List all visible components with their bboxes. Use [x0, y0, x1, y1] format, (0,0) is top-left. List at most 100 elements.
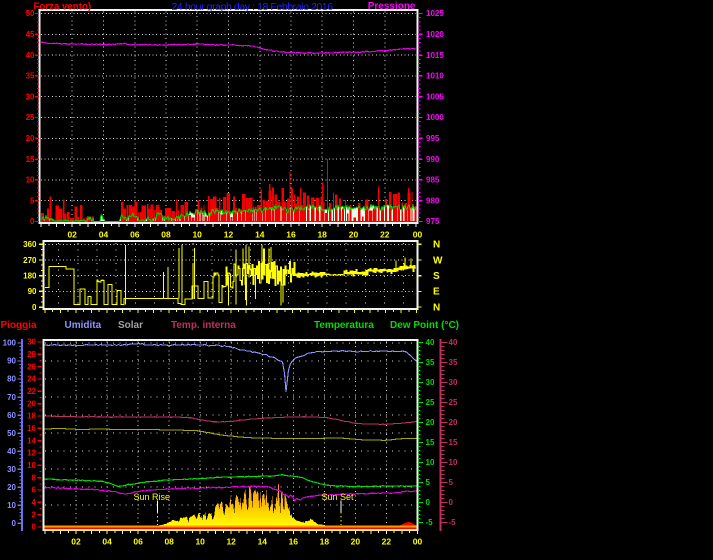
- svg-text:10: 10: [195, 537, 205, 547]
- svg-text:0: 0: [30, 217, 35, 226]
- svg-text:70: 70: [7, 393, 16, 402]
- svg-text:16: 16: [286, 230, 296, 240]
- svg-text:18: 18: [317, 230, 327, 240]
- svg-text:Forza vento): Forza vento): [34, 1, 92, 12]
- svg-text:60: 60: [7, 411, 16, 420]
- svg-text:1000: 1000: [426, 113, 444, 122]
- svg-text:22: 22: [382, 537, 392, 547]
- svg-text:22: 22: [380, 230, 390, 240]
- svg-text:20: 20: [349, 230, 359, 240]
- svg-text:20: 20: [26, 134, 35, 143]
- svg-text:N: N: [433, 240, 440, 251]
- svg-text:18: 18: [27, 412, 36, 421]
- svg-text:22: 22: [27, 387, 36, 396]
- svg-text:0: 0: [426, 498, 431, 507]
- svg-text:S: S: [433, 271, 440, 282]
- svg-text:6: 6: [32, 486, 37, 495]
- svg-text:06: 06: [130, 230, 140, 240]
- svg-text:5: 5: [30, 196, 35, 205]
- svg-text:15: 15: [26, 155, 35, 164]
- svg-text:25: 25: [449, 398, 458, 407]
- svg-text:-5: -5: [449, 518, 457, 527]
- svg-text:14: 14: [258, 537, 268, 547]
- svg-text:14: 14: [255, 230, 265, 240]
- svg-text:Pioggia: Pioggia: [1, 320, 38, 331]
- svg-text:10: 10: [449, 458, 458, 467]
- svg-text:10: 10: [27, 461, 36, 470]
- svg-text:28: 28: [27, 350, 36, 359]
- svg-text:2: 2: [32, 510, 37, 519]
- svg-text:24: 24: [27, 375, 36, 384]
- svg-text:30: 30: [7, 465, 16, 474]
- svg-text:25: 25: [26, 113, 35, 122]
- svg-text:30: 30: [426, 378, 435, 387]
- svg-text:20: 20: [351, 537, 361, 547]
- svg-text:Solar: Solar: [118, 320, 143, 331]
- svg-text:10: 10: [7, 501, 16, 510]
- svg-text:180: 180: [23, 272, 37, 281]
- svg-text:0: 0: [449, 498, 454, 507]
- svg-text:40: 40: [7, 447, 16, 456]
- svg-text:1020: 1020: [426, 30, 444, 39]
- svg-text:35: 35: [449, 358, 458, 367]
- svg-text:45: 45: [26, 30, 35, 39]
- svg-text:985: 985: [426, 176, 440, 185]
- svg-text:08: 08: [164, 537, 174, 547]
- svg-text:40: 40: [26, 51, 35, 60]
- svg-text:12: 12: [224, 230, 234, 240]
- svg-text:04: 04: [99, 230, 109, 240]
- svg-text:16: 16: [289, 537, 299, 547]
- svg-text:Sun Rise: Sun Rise: [134, 492, 171, 502]
- svg-text:-5: -5: [426, 518, 434, 527]
- svg-text:20: 20: [7, 483, 16, 492]
- svg-text:Sun Set: Sun Set: [322, 492, 355, 502]
- svg-text:26: 26: [27, 362, 36, 371]
- svg-text:00: 00: [413, 537, 423, 547]
- svg-text:0: 0: [32, 303, 37, 312]
- svg-text:90: 90: [28, 287, 37, 296]
- svg-text:100: 100: [3, 339, 17, 348]
- svg-text:40: 40: [449, 338, 458, 347]
- svg-text:20: 20: [449, 418, 458, 427]
- svg-text:1010: 1010: [426, 72, 444, 81]
- svg-text:50: 50: [7, 429, 16, 438]
- svg-text:0: 0: [32, 523, 37, 532]
- svg-text:975: 975: [426, 217, 440, 226]
- svg-text:40: 40: [426, 338, 435, 347]
- svg-text:980: 980: [426, 196, 440, 205]
- svg-text:30: 30: [26, 92, 35, 101]
- svg-text:14: 14: [27, 436, 36, 445]
- svg-text:50: 50: [26, 9, 35, 18]
- svg-text:5: 5: [449, 478, 454, 487]
- svg-text:W: W: [433, 255, 443, 266]
- svg-text:8: 8: [32, 473, 37, 482]
- svg-text:15: 15: [449, 438, 458, 447]
- svg-text:Umidita: Umidita: [65, 320, 102, 331]
- svg-text:30: 30: [27, 338, 36, 347]
- svg-text:0: 0: [12, 519, 17, 528]
- svg-text:12: 12: [226, 537, 236, 547]
- svg-text:24 hour graph day : 18 Febbrai: 24 hour graph day : 18 Febbraio 2016: [172, 1, 334, 13]
- svg-text:06: 06: [133, 537, 143, 547]
- svg-text:Pressione: Pressione: [368, 1, 416, 12]
- svg-text:12: 12: [27, 449, 36, 458]
- svg-text:Temp. interna: Temp. interna: [171, 320, 236, 331]
- svg-text:16: 16: [27, 424, 36, 433]
- svg-text:02: 02: [67, 230, 77, 240]
- svg-text:1015: 1015: [426, 51, 444, 60]
- svg-text:80: 80: [7, 375, 16, 384]
- svg-text:5: 5: [426, 478, 431, 487]
- svg-text:995: 995: [426, 134, 440, 143]
- svg-text:90: 90: [7, 357, 16, 366]
- svg-text:15: 15: [426, 438, 435, 447]
- svg-text:Temperatura: Temperatura: [314, 320, 374, 331]
- svg-text:35: 35: [426, 358, 435, 367]
- svg-text:02: 02: [71, 537, 81, 547]
- svg-text:08: 08: [161, 230, 171, 240]
- svg-text:25: 25: [426, 398, 435, 407]
- svg-text:1005: 1005: [426, 92, 444, 101]
- svg-text:30: 30: [449, 378, 458, 387]
- svg-text:E: E: [433, 287, 440, 298]
- svg-text:35: 35: [26, 72, 35, 81]
- svg-text:20: 20: [426, 418, 435, 427]
